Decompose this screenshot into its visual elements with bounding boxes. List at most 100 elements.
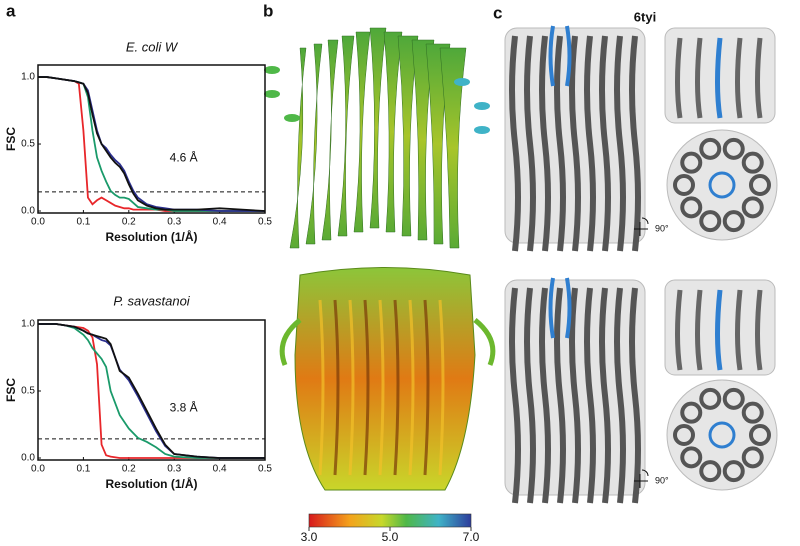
x-tick-label: 0.0: [31, 217, 45, 228]
helix: [695, 37, 703, 119]
colorbar-tick-label: 3.0: [301, 530, 318, 544]
density-strand: [423, 299, 430, 476]
y-tick-label: 0.0: [21, 206, 35, 217]
annotation: 3.8 Å: [170, 399, 198, 414]
helix: [755, 289, 763, 371]
helix: [629, 35, 641, 252]
x-tick-label: 0.5: [258, 464, 272, 475]
chart-title: E. coli W: [126, 39, 179, 54]
helix: [755, 37, 763, 119]
helix: [695, 289, 703, 371]
density-strand: [333, 299, 340, 476]
density-strand: [321, 39, 339, 241]
helix: [509, 35, 521, 252]
helix: [524, 287, 536, 504]
helix: [735, 37, 743, 119]
model-envelope: [666, 129, 778, 241]
plot-frame: [37, 64, 266, 214]
helix-section: [680, 196, 703, 219]
density-strand: [363, 299, 370, 476]
helix: [554, 35, 566, 252]
y-axis-label: FSC: [4, 127, 18, 151]
density-arm: [279, 318, 496, 366]
x-tick-label: 0.1: [76, 217, 90, 228]
helix: [629, 287, 641, 504]
y-tick-label: 1.0: [21, 72, 35, 83]
plot-frame: [37, 319, 266, 461]
density-blob: [264, 66, 280, 74]
highlight-helix: [708, 421, 736, 449]
helix: [675, 289, 683, 371]
helix-section: [699, 137, 722, 160]
y-axis-label: FSC: [4, 378, 18, 402]
colorbar: [308, 513, 472, 528]
density-strand: [408, 299, 415, 476]
highlight-helix: [548, 277, 572, 339]
panel-label: b: [263, 1, 273, 20]
density-blob: [284, 114, 300, 122]
y-tick-label: 0.5: [21, 139, 35, 150]
helix: [539, 35, 551, 252]
pdb-id: 6tyi: [634, 9, 656, 24]
helix-section: [741, 401, 764, 424]
density-strand: [353, 31, 371, 233]
density-blob: [264, 90, 280, 98]
helix: [614, 35, 626, 252]
fsc-curve: [38, 323, 265, 459]
helix: [509, 287, 521, 504]
density-map: [294, 267, 476, 491]
fsc-curve: [38, 323, 265, 459]
helix: [614, 287, 626, 504]
x-tick-label: 0.0: [31, 464, 45, 475]
x-axis-label: Resolution (1/Å): [106, 476, 198, 491]
helix-section: [680, 151, 703, 174]
helix: [569, 35, 581, 252]
helix-section: [680, 401, 703, 424]
helix-section: [673, 424, 695, 446]
density-strand: [393, 299, 400, 476]
chart-title: P. savastanoi: [113, 293, 190, 308]
helix: [524, 35, 536, 252]
helix: [735, 289, 743, 371]
helix-section: [722, 137, 745, 160]
helix-section: [699, 387, 722, 410]
helix-section: [673, 174, 695, 196]
fsc-curve: [38, 76, 265, 212]
x-tick-label: 0.2: [122, 217, 136, 228]
helix-section: [741, 446, 764, 469]
density-strand: [383, 31, 403, 233]
helix: [599, 287, 611, 504]
atomic-models: [504, 25, 778, 504]
fsc-curve: [38, 76, 265, 212]
helix: [715, 37, 723, 119]
helix-section: [722, 387, 745, 410]
helix: [584, 287, 596, 504]
highlight-helix: [548, 25, 572, 87]
density-blob: [454, 78, 470, 86]
fsc-curve: [38, 76, 266, 212]
density-strand: [305, 43, 323, 245]
x-tick-label: 0.3: [167, 217, 181, 228]
y-tick-label: 0.0: [21, 453, 35, 464]
x-tick-label: 0.4: [213, 217, 227, 228]
helix-section: [749, 174, 771, 196]
density-maps: [264, 27, 496, 491]
helix: [569, 287, 581, 504]
highlight-helix: [708, 171, 736, 199]
density-strand: [439, 47, 467, 249]
annotation: 4.6 Å: [170, 149, 198, 164]
colorbar-tick-label: 5.0: [382, 530, 399, 544]
fsc-curve: [38, 76, 265, 212]
density-strand: [348, 299, 355, 476]
helix: [584, 35, 596, 252]
model-envelope: [666, 379, 778, 491]
x-tick-label: 0.5: [258, 217, 272, 228]
x-tick-label: 0.2: [122, 464, 136, 475]
x-tick-label: 0.1: [76, 464, 90, 475]
helix: [599, 35, 611, 252]
density-strand: [289, 47, 307, 249]
helix: [715, 289, 723, 371]
density-blob: [474, 102, 490, 110]
density-strand: [411, 39, 435, 241]
